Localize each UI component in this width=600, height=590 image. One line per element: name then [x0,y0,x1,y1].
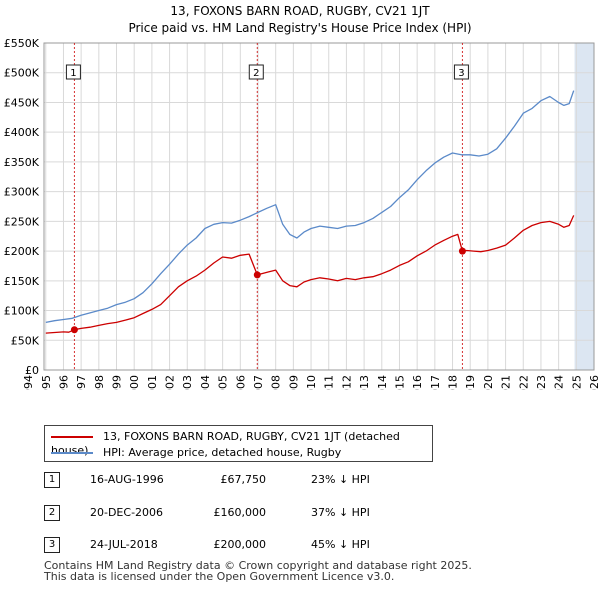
sale-date: 16-AUG-1996 [90,473,164,486]
chart-legend: 13, FOXONS BARN ROAD, RUGBY, CV21 1JT (d… [44,425,433,462]
x-tick-label: 2009 [287,375,300,390]
y-tick-label: £250K [4,215,40,228]
footer-line-2: This data is licensed under the Open Gov… [44,570,395,583]
y-tick-label: £550K [4,37,40,50]
x-tick-label: 1995 [40,375,53,390]
x-tick-label: 2004 [199,375,212,390]
y-tick-label: £50K [11,334,40,347]
legend-swatch-property [51,436,93,438]
sales-row: 1 16-AUG-1996 £67,750 23% ↓ HPI [44,472,404,492]
y-tick-label: £200K [4,245,40,258]
x-tick-label: 1997 [75,375,88,390]
y-tick-label: £300K [4,186,40,199]
x-tick-label: 2018 [447,375,460,390]
x-tick-label: 2008 [270,375,283,390]
property-price-line [45,215,575,334]
sale-point [253,271,261,279]
chart-title-line-1: 13, FOXONS BARN ROAD, RUGBY, CV21 1JT [170,4,430,18]
sale-point [70,326,78,334]
chart-title-line-2: Price paid vs. HM Land Registry's House … [128,21,472,35]
x-tick-label: 1999 [111,375,124,390]
sale-marker-badge: 1 [44,472,60,488]
x-tick-label: 2019 [464,375,477,390]
legend-label-hpi: HPI: Average price, detached house, Rugb… [103,446,342,459]
y-tick-label: £150K [4,275,40,288]
sale-number-box [453,64,469,80]
sales-row: 2 20-DEC-2006 £160,000 37% ↓ HPI [44,505,404,525]
x-tick-label: 2006 [234,375,247,390]
sale-number-label: 2 [253,68,259,79]
y-tick-label: £350K [4,156,40,169]
sale-hpi-diff: 23% ↓ HPI [311,473,370,486]
sale-price: £160,000 [213,506,267,519]
x-tick-label: 2012 [340,375,353,390]
x-tick-label: 2014 [376,375,389,390]
x-tick-label: 2003 [181,375,194,390]
hpi-line [45,90,575,324]
footer-attribution: Contains HM Land Registry data © Crown c… [44,560,472,582]
x-tick-label: 2010 [305,375,318,390]
sale-point [458,247,466,255]
sale-hpi-diff: 45% ↓ HPI [311,538,370,551]
x-tick-label: 2016 [411,375,424,390]
sale-number-label: 1 [70,68,76,79]
legend-swatch-hpi [51,452,93,454]
sale-date: 20-DEC-2006 [90,506,164,519]
x-tick-label: 2005 [217,375,230,390]
plot-border [43,42,595,371]
sale-hpi-diff: 37% ↓ HPI [311,506,370,519]
y-tick-label: £400K [4,126,40,139]
y-tick-label: £100K [4,305,40,318]
sale-price: £67,750 [220,473,267,486]
footer-line-1: Contains HM Land Registry data © Crown c… [44,559,472,572]
y-tick-label: £500K [4,67,40,80]
sale-price: £200,000 [213,538,267,551]
y-tick-label: £0 [25,364,39,377]
x-tick-label: 2026 [588,375,600,390]
x-tick-label: 2007 [252,375,265,390]
x-tick-label: 2000 [128,375,141,390]
x-tick-label: 2011 [323,375,336,390]
x-tick-label: 2017 [429,375,442,390]
chart-title: 13, FOXONS BARN ROAD, RUGBY, CV21 1JT Pr… [0,3,600,37]
shaded-region [574,43,594,370]
sale-number-box [65,64,81,80]
x-tick-label: 2024 [553,375,566,390]
price-chart: £0 £50K £100K £150K £200K £250K £300K £350K £400… [4,37,600,390]
sale-marker-badge: 2 [44,505,60,521]
x-tick-label: 1998 [93,375,106,390]
sale-date: 24-JUL-2018 [90,538,158,551]
x-tick-label: 2022 [517,375,530,390]
y-tick-label: £450K [4,96,40,109]
x-tick-label: 2001 [146,375,159,390]
sale-marker-badge: 3 [44,537,60,553]
x-tick-label: 2025 [570,375,583,390]
x-tick-label: 2021 [500,375,513,390]
x-tick-label: 2015 [393,375,406,390]
x-tick-label: 1996 [57,375,70,390]
x-tick-label: 2013 [358,375,371,390]
sale-number-box [248,64,264,80]
x-tick-label: 2002 [164,375,177,390]
x-tick-label: 2020 [482,375,495,390]
x-tick-label: 1994 [22,375,35,390]
plot-area [44,43,594,370]
sales-row: 3 24-JUL-2018 £200,000 45% ↓ HPI [44,537,404,557]
sale-number-label: 3 [458,68,464,79]
x-tick-label: 2023 [535,375,548,390]
legend-item-property: 13, FOXONS BARN ROAD, RUGBY, CV21 1JT (d… [51,430,432,457]
legend-item-hpi: HPI: Average price, detached house, Rugb… [51,446,341,460]
